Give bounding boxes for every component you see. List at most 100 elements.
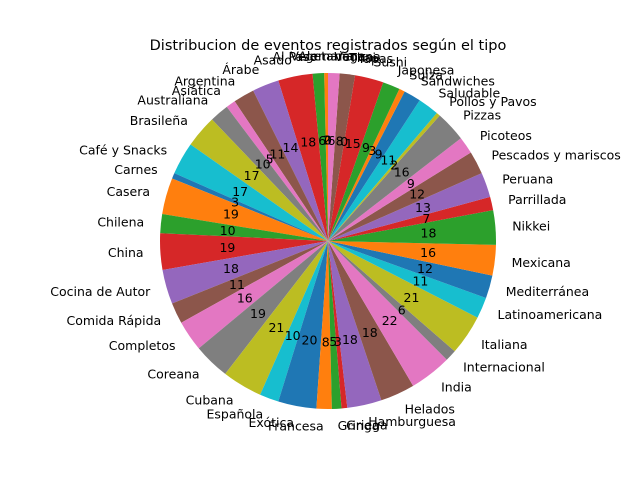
slice-value-label: 9 xyxy=(375,146,383,161)
slice-value-label: 19 xyxy=(250,306,266,321)
slice-value-label: 17 xyxy=(232,184,248,199)
chart-title: Distribucion de eventos registrados segú… xyxy=(150,38,507,54)
slice-value-label: 12 xyxy=(409,187,425,202)
pie-slice xyxy=(198,241,328,374)
pie-slice xyxy=(328,152,482,241)
pie-slice xyxy=(328,75,384,241)
slice-value-label: 19 xyxy=(223,207,239,222)
slice-category-label: Cubana xyxy=(186,392,234,407)
slice-value-label: 5 xyxy=(329,334,337,349)
slice-category-label: Mexicana xyxy=(512,255,571,270)
pie-slice xyxy=(328,82,400,241)
slice-category-label: Picoteos xyxy=(480,128,532,143)
slice-value-label: 17 xyxy=(244,168,260,183)
slice-value-label: 16 xyxy=(420,245,436,260)
pie-slice xyxy=(328,91,420,242)
slice-value-label: 15 xyxy=(345,136,361,151)
pie-slice xyxy=(328,241,342,409)
slice-value-label: 8 xyxy=(336,133,344,148)
slice-value-label: 20 xyxy=(302,333,318,348)
slice-value-label: 2 xyxy=(390,158,398,173)
slice-category-label: Casera xyxy=(107,184,150,199)
pie-slice xyxy=(328,173,491,241)
slice-category-label: Vegana xyxy=(334,49,380,64)
slice-category-label: Comida Rápida xyxy=(67,313,162,328)
pie-slice xyxy=(328,241,447,386)
slice-category-label: Latinoamericana xyxy=(498,307,603,322)
slice-value-label: 9 xyxy=(407,176,415,191)
slice-value-label: 11 xyxy=(412,274,428,289)
slice-value-label: 3 xyxy=(334,334,342,349)
slice-category-label: Pescados y mariscos xyxy=(492,147,621,162)
pie-slice xyxy=(328,100,437,242)
slice-category-label: Peruana xyxy=(502,172,553,187)
slice-value-label: 6 xyxy=(328,133,336,148)
pie-slice xyxy=(190,119,328,241)
slice-category-label: Saludable xyxy=(439,85,501,100)
slice-category-label: Griega xyxy=(346,417,388,432)
slice-category-label: Parrillada xyxy=(508,192,566,207)
slice-value-label: 10 xyxy=(285,328,301,343)
pie-slice xyxy=(328,241,382,408)
slice-value-label: 18 xyxy=(421,225,437,240)
pie-slice xyxy=(172,173,328,241)
slice-category-label: Nikkei xyxy=(512,219,550,234)
slice-value-label: 14 xyxy=(283,140,299,155)
slice-value-label: 9 xyxy=(362,140,370,155)
pie-slice xyxy=(328,73,340,241)
pie-slice xyxy=(211,106,328,242)
slice-category-label: Sándwiches xyxy=(421,74,495,89)
slice-category-label: Completos xyxy=(109,338,176,353)
slice-category-label: Exótica xyxy=(249,415,294,430)
slice-category-label: Australiana xyxy=(137,93,208,108)
slice-value-label: 21 xyxy=(268,320,284,335)
slice-value-label: 16 xyxy=(394,165,410,180)
slice-category-label: Café y Snacks xyxy=(79,143,167,158)
slice-category-label: Tapas xyxy=(357,51,393,66)
slice-value-label: 18 xyxy=(362,325,378,340)
slice-category-label: Hamburguesa xyxy=(368,414,456,429)
slice-category-label: Asado xyxy=(254,52,292,67)
pie-slice xyxy=(181,241,328,349)
pie-slice xyxy=(328,241,414,401)
pie-slice xyxy=(328,210,497,245)
pie-slice xyxy=(328,241,478,352)
slice-category-label: Española xyxy=(206,407,263,422)
slice-value-label: 3 xyxy=(231,194,239,209)
slice-category-label: Cocina de Autor xyxy=(50,284,151,299)
slice-category-label: Gringa xyxy=(338,418,380,433)
pie-slice xyxy=(328,196,494,241)
slice-category-label: Asiática xyxy=(172,83,221,98)
slice-value-label: 13 xyxy=(415,200,431,215)
pie-labels: Vegetariana 0 Alemana 2 Al Paso 6 Asado 18 Árabe… xyxy=(50,49,621,434)
slice-value-label: 18 xyxy=(223,261,239,276)
slice-category-label: Al Paso xyxy=(273,49,318,64)
pie-slice xyxy=(278,73,328,241)
slice-value-label: 18 xyxy=(300,135,316,150)
slice-value-label: 12 xyxy=(417,261,433,276)
slice-value-label: 6 xyxy=(318,133,326,148)
pie-slice xyxy=(328,241,455,360)
slice-category-label: Helados xyxy=(405,402,455,417)
slice-category-label: Carnes xyxy=(114,162,157,177)
slice-value-label: 0 xyxy=(324,133,332,148)
slice-value-label: 0 xyxy=(340,134,348,149)
pie-slice xyxy=(312,73,328,241)
slice-category-label: Árabe xyxy=(222,62,259,77)
pie-slice xyxy=(328,241,496,276)
slice-category-label: Japonesa xyxy=(397,62,455,77)
slice-category-label: Italiana xyxy=(481,337,527,352)
slice-value-label: 19 xyxy=(219,240,235,255)
slice-category-label: Pizzas xyxy=(463,107,501,122)
pie-slice xyxy=(253,80,328,242)
pie-slice xyxy=(159,233,328,270)
pie-slice xyxy=(328,241,493,299)
slice-value-label: 11 xyxy=(380,153,396,168)
pie-slice xyxy=(328,115,461,241)
slice-value-label: 22 xyxy=(382,313,398,328)
slice-category-label: Pollos y Pavos xyxy=(449,94,536,109)
pie-slice xyxy=(160,213,328,241)
slice-value-label: 6 xyxy=(398,302,406,317)
pie-slices xyxy=(159,72,497,410)
